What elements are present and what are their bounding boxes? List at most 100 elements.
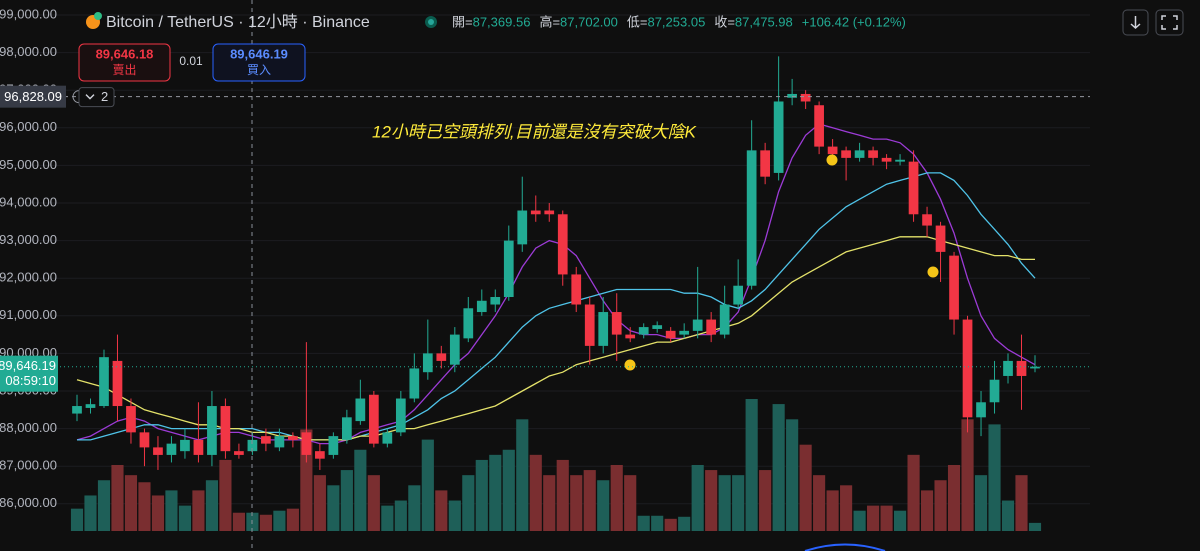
candle-body — [706, 319, 717, 335]
volume-bar — [219, 459, 232, 531]
candle-body — [112, 360, 123, 407]
candle-body — [355, 398, 366, 422]
y-tick-label: 98,000.00 — [0, 44, 57, 59]
candles — [72, 56, 1040, 470]
volume-bar — [826, 490, 839, 531]
alert-box — [78, 87, 115, 108]
volume-bar — [745, 399, 758, 531]
y-tick-label: 91,000.00 — [0, 307, 57, 322]
volume-bar — [516, 419, 529, 531]
candle-body — [652, 325, 663, 329]
volume-bar — [435, 490, 448, 531]
moving-average-line — [76, 123, 1036, 445]
candle-body — [234, 451, 244, 455]
marker-dot — [826, 154, 838, 166]
volume-bar — [732, 475, 745, 531]
candle-body — [1030, 366, 1040, 369]
candle-body — [881, 157, 892, 162]
volume-bar — [1028, 522, 1042, 531]
candle-body — [301, 432, 312, 455]
volume-bar — [111, 465, 124, 531]
volume-bar — [259, 514, 272, 531]
candle-body — [180, 439, 190, 452]
candle-body — [368, 394, 379, 444]
candle-body — [166, 443, 177, 455]
fullscreen-button[interactable] — [1155, 9, 1184, 36]
volume-bar — [637, 515, 650, 531]
volume-bar — [70, 508, 84, 531]
price-line-label: 96,828.09 — [4, 89, 62, 104]
candle-body — [490, 297, 501, 305]
y-tick-label: 94,000.00 — [0, 194, 57, 209]
fullscreen-icon — [1161, 15, 1178, 30]
candle-body — [530, 210, 541, 215]
volume-bar — [678, 516, 691, 531]
coin-badge — [94, 12, 102, 20]
volume-bar — [691, 465, 704, 531]
candle-body — [638, 327, 649, 335]
candle-body — [153, 447, 163, 455]
arrow-down-icon — [1130, 16, 1141, 30]
sell-price: 89,646.18 — [96, 46, 154, 61]
candle-body — [1016, 360, 1027, 376]
candle-body — [854, 150, 865, 158]
volumes — [70, 399, 1042, 531]
buy-label: 買入 — [247, 63, 271, 77]
candle-body — [274, 436, 285, 448]
candle-body — [584, 304, 595, 346]
candle-body — [976, 402, 986, 418]
volume-bar — [97, 480, 111, 531]
y-tick-label: 93,000.00 — [0, 232, 57, 247]
change: +106.42 (+0.12%) — [802, 14, 906, 29]
y-tick-label: 88,000.00 — [0, 420, 57, 435]
candle-body — [126, 406, 136, 433]
volume-bar — [786, 419, 799, 531]
ohlc-key: 開= — [452, 14, 473, 29]
countdown: 08:59:10 — [5, 373, 56, 388]
candle-body — [989, 379, 1000, 403]
candle-body — [895, 159, 905, 162]
sell-button[interactable] — [78, 43, 171, 82]
candle-body — [571, 274, 582, 305]
volume-bar — [947, 465, 961, 531]
status-dot — [428, 19, 434, 25]
volume-bar — [502, 449, 515, 531]
candle-body — [1003, 360, 1013, 376]
current-price-tag — [0, 355, 58, 392]
volume-bar — [381, 505, 394, 531]
volume-bar — [664, 518, 677, 531]
buy-button[interactable] — [212, 43, 306, 82]
candle-body — [99, 357, 109, 407]
candle-body — [288, 436, 298, 440]
volume-bar — [408, 485, 421, 531]
volume-bar — [178, 505, 192, 531]
candle-body — [85, 404, 96, 408]
volume-bar — [597, 480, 610, 531]
volume-bar — [489, 454, 502, 531]
candle-body — [382, 432, 393, 444]
candle-body — [544, 210, 555, 215]
ohlc-value: 87,369.56 — [473, 14, 531, 29]
candle-body — [436, 353, 447, 361]
volume-bar — [192, 490, 205, 531]
candle-body — [962, 319, 973, 418]
ohlc-header: 開= 87,369.56 高= 87,702.00 低= 87,253.05 收= 87,47… — [452, 14, 793, 29]
candle-body — [949, 255, 959, 320]
sell-label: 賣出 — [112, 62, 136, 77]
marker-dot — [624, 359, 636, 371]
volume-bar — [205, 480, 219, 531]
candle-body — [315, 451, 325, 459]
y-tick-label: 87,000.00 — [0, 458, 57, 473]
volume-bar — [961, 419, 974, 531]
volume-bar — [583, 470, 596, 531]
candle-body — [908, 161, 919, 215]
volume-bar — [893, 510, 907, 531]
candle-body — [557, 214, 568, 275]
candle-body — [827, 146, 838, 155]
annotation: 12小時已空頭排列,目前還是沒有突破大陰K — [372, 122, 697, 141]
y-tick-label: 92,000.00 — [0, 270, 57, 285]
moving-average-line — [76, 236, 1035, 441]
